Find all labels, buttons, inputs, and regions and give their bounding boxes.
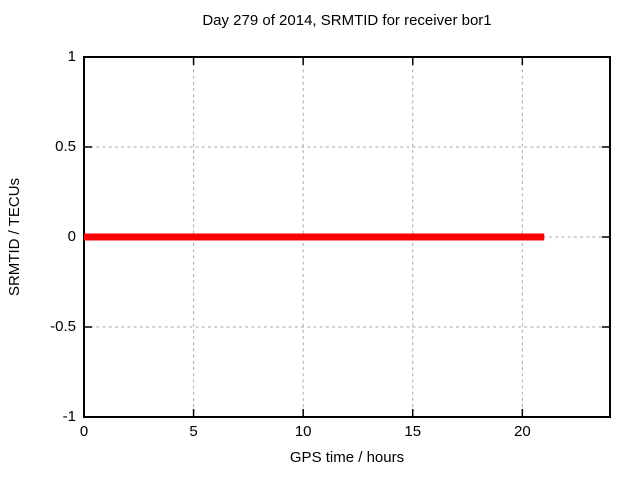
y-tick-label: -0.5 bbox=[50, 318, 76, 335]
x-tick-label: 0 bbox=[79, 423, 89, 440]
y-tick-label: -1 bbox=[62, 408, 76, 425]
x-tick-label: 15 bbox=[404, 423, 422, 440]
x-tick-label: 10 bbox=[294, 423, 312, 440]
y-tick-label: 0 bbox=[67, 228, 76, 245]
x-tick-label: 5 bbox=[189, 423, 198, 440]
y-tick-label: 1 bbox=[67, 48, 76, 65]
chart-title: Day 279 of 2014, SRMTID for receiver bor… bbox=[202, 12, 492, 29]
x-tick-label: 20 bbox=[513, 423, 531, 440]
x-axis-label: GPS time / hours bbox=[289, 449, 405, 466]
y-tick-label: 0.5 bbox=[55, 138, 76, 155]
